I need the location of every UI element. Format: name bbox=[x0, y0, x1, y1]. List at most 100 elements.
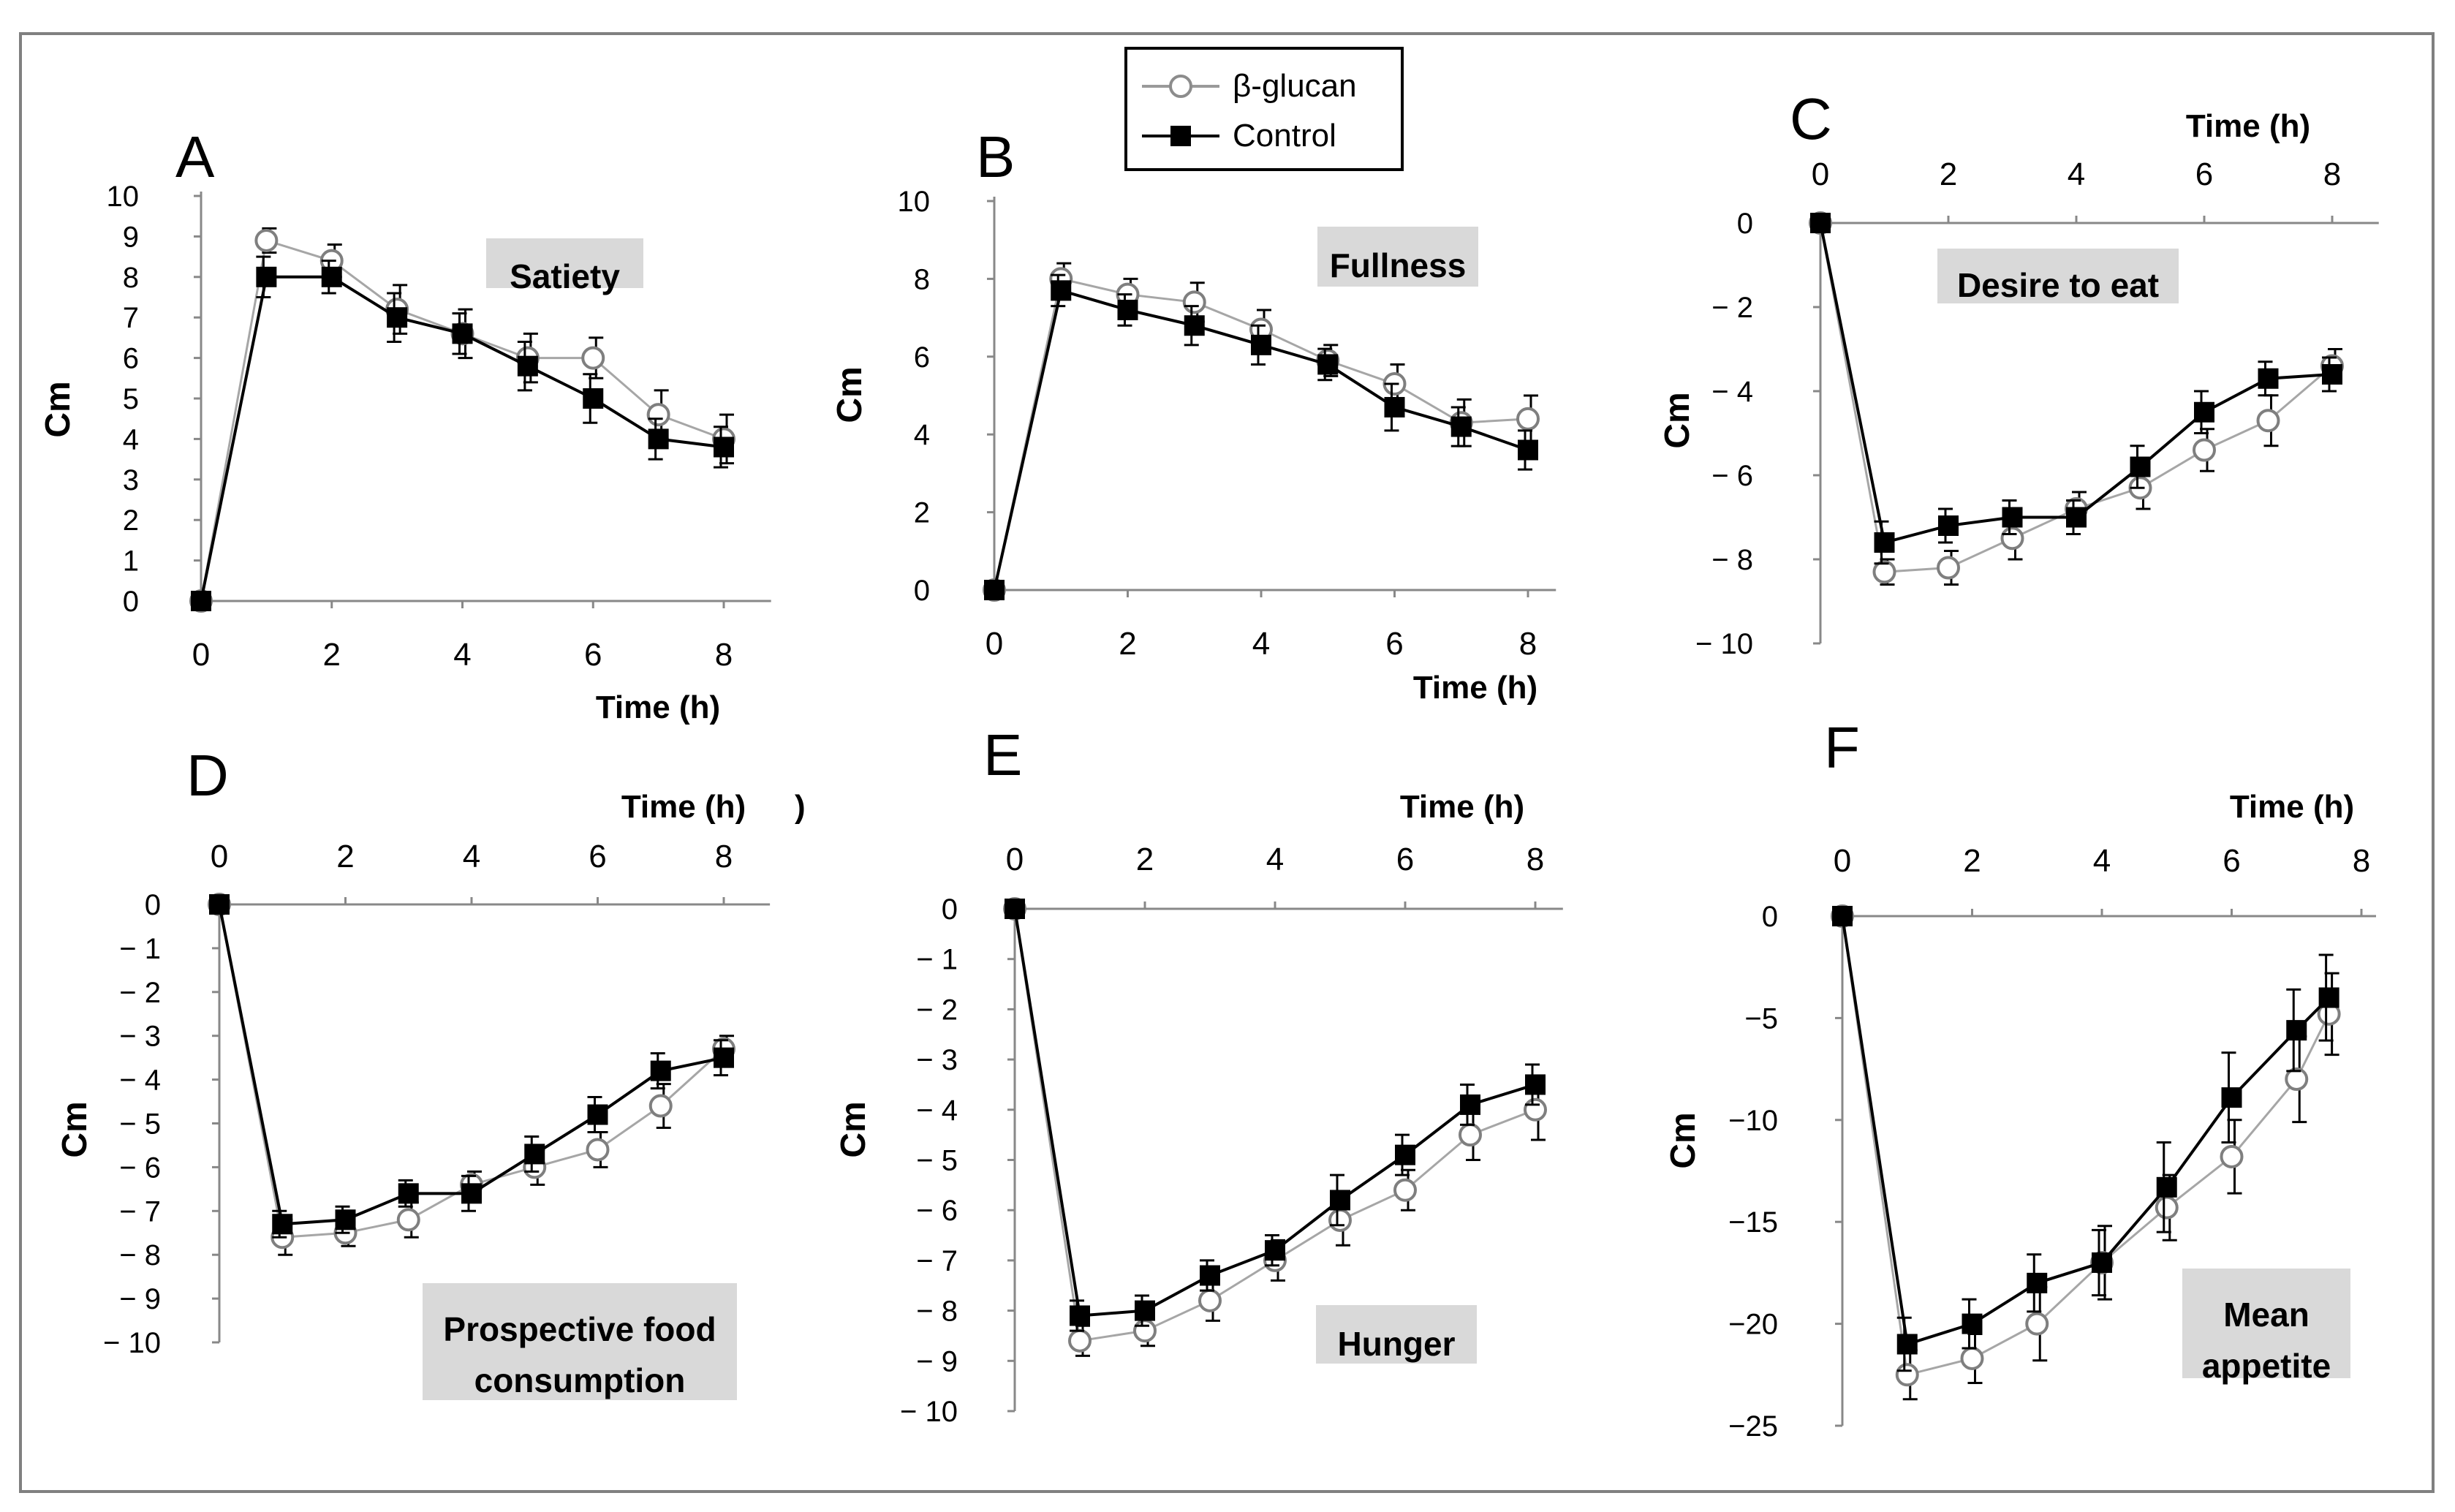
panel-c-xtick-label: 8 bbox=[2323, 156, 2341, 192]
panel-f-xtick-label: 2 bbox=[1963, 843, 1981, 879]
panel-b-title-box bbox=[1317, 227, 1478, 287]
panel-e-beta-glucan-point bbox=[1328, 1208, 1352, 1232]
panel-b-control-point bbox=[1518, 439, 1538, 461]
panel-c-beta-glucan-point bbox=[2256, 409, 2280, 433]
panel-d-control-point bbox=[587, 1104, 608, 1125]
panel-e-title-box bbox=[1316, 1305, 1477, 1364]
panel-c-beta-glucan-point bbox=[1872, 560, 1896, 584]
panel-b-ytick-label: 0 bbox=[914, 575, 930, 607]
panel-e-beta-glucan-point bbox=[1524, 1097, 1547, 1122]
panel-e-control-point bbox=[1525, 1074, 1546, 1095]
panel-d-beta-glucan-point bbox=[586, 1138, 610, 1162]
panel-f-control-point bbox=[1962, 1313, 1983, 1334]
panel-a-title: Satiety bbox=[510, 257, 620, 295]
panel-a-beta-glucan-point bbox=[646, 403, 670, 427]
panel-f-xtick-label: 6 bbox=[2223, 843, 2240, 879]
panel-c-control-point bbox=[2194, 401, 2214, 423]
panel-d-beta-glucan-point bbox=[648, 1094, 673, 1118]
panel-d-control-point bbox=[272, 1214, 293, 1235]
panel-d-control-point bbox=[209, 894, 230, 915]
panel-d-control-point bbox=[398, 1183, 419, 1204]
panel-d-title: Prospective food bbox=[443, 1310, 716, 1348]
panel-e-ytick-label: − 9 bbox=[916, 1345, 958, 1377]
panel-c-beta-glucan-point bbox=[1937, 556, 1960, 580]
panel-c-control-point bbox=[2322, 364, 2342, 385]
panel-a-title-box bbox=[486, 238, 643, 288]
panel-a-control-point bbox=[387, 307, 408, 328]
panel-b-beta-glucan-point bbox=[1182, 290, 1206, 314]
legend-marker-beta-glucan bbox=[1169, 75, 1192, 98]
panel-a-control-point bbox=[191, 591, 211, 611]
panel-e-ytick-label: − 5 bbox=[916, 1145, 958, 1177]
panel-d-xtick-label: 8 bbox=[715, 839, 733, 874]
panel-f-control-point bbox=[2156, 1176, 2177, 1198]
panel-b-control-point bbox=[1184, 315, 1205, 336]
legend-label-beta-glucan: β-glucan bbox=[1233, 68, 1357, 104]
panel-f-x-axis-title: Time (h) bbox=[2230, 789, 2354, 825]
panel-c-control-point bbox=[2130, 456, 2151, 477]
panel-d-control-point bbox=[650, 1060, 671, 1081]
panel-a-x-axis-title: Time (h) bbox=[596, 689, 720, 725]
panel-f-control-point bbox=[2092, 1252, 2112, 1273]
panel-f-ytick-label: −25 bbox=[1728, 1410, 1778, 1443]
panel-a-xtick-label: 4 bbox=[453, 637, 471, 673]
panel-d-control-point bbox=[335, 1209, 356, 1231]
panel-a-control-point bbox=[256, 266, 277, 287]
panel-d-title-box bbox=[423, 1283, 737, 1400]
panel-b-title: Fullness bbox=[1330, 246, 1467, 284]
panel-a: A 0 1 2 3 4 5 6 7 8 9 10 0 2 4 6 8 Time (h) Cm Satiety bbox=[39, 124, 771, 725]
panel-d-ytick-label: − 10 bbox=[103, 1327, 161, 1359]
panel-d-ytick-label: − 4 bbox=[119, 1065, 161, 1097]
panel-c: C 0 − 2 − 4 − 6 − 8 − 10 0 2 4 6 8 Time (h) Cm Desire … bbox=[1658, 86, 2379, 660]
legend-marker-control bbox=[1170, 126, 1191, 146]
panel-e-xtick-label: 6 bbox=[1396, 842, 1414, 877]
panel-c-beta-glucan-point bbox=[2000, 526, 2024, 551]
panel-e-control-point bbox=[1330, 1190, 1350, 1211]
panel-e: E 0 − 1 − 2 − 3 − 4 − 5 − 6 − 7 − 8 − 9 − 10 0 2 4 6 8Ti… bbox=[834, 722, 1563, 1428]
panel-c-beta-glucan-point bbox=[2193, 438, 2216, 462]
panel-e-ytick-label: − 4 bbox=[916, 1095, 958, 1127]
panel-d-xtick-label: 2 bbox=[336, 839, 354, 874]
panel-b-beta-glucan-point bbox=[1516, 407, 1540, 431]
panel-d-letter: D bbox=[186, 743, 229, 808]
panel-e-beta-glucan-point bbox=[1459, 1123, 1482, 1147]
panel-d-ytick-label: 0 bbox=[145, 889, 161, 921]
panel-a-xtick-label: 8 bbox=[715, 637, 733, 673]
panel-c-ytick-label: 0 bbox=[1737, 208, 1753, 240]
panel-a-control-point bbox=[517, 355, 538, 377]
panel-b-control-point bbox=[984, 580, 1005, 600]
panel-d-xtick-label: 4 bbox=[463, 839, 480, 874]
panel-f-ytick-label: −20 bbox=[1728, 1309, 1778, 1341]
panel-b-control-point bbox=[1317, 354, 1339, 375]
panel-b-ytick-label: 10 bbox=[898, 186, 931, 218]
panel-f-control-point bbox=[2221, 1087, 2242, 1108]
panel-e-letter: E bbox=[983, 722, 1022, 787]
panel-f-beta-glucan-point bbox=[1960, 1346, 1984, 1370]
panel-f-control-point bbox=[2286, 1020, 2307, 1041]
panel-b-control-point bbox=[1051, 280, 1072, 301]
panel-d-ytick-label: − 8 bbox=[119, 1239, 161, 1271]
panel-b-ytick-label: 6 bbox=[914, 341, 930, 374]
panel-a-xtick-label: 2 bbox=[323, 637, 341, 673]
panel-d: D 0 − 1 − 2 − 3 − 4 − 5 − 6 − 7 − 8 − 9 − 10 0 2 4 6 8 Ti… bbox=[56, 743, 806, 1400]
panel-c-control-point bbox=[1938, 515, 1959, 536]
panel-d-ytick-label: − 3 bbox=[119, 1021, 161, 1053]
panel-f-control-point bbox=[1896, 1334, 1918, 1355]
panel-b-x-axis-title: Time (h) bbox=[1413, 670, 1537, 706]
panel-a-beta-glucan-point bbox=[581, 346, 605, 370]
panel-e-beta-glucan-point bbox=[1198, 1288, 1222, 1312]
panel-a-ytick-label: 6 bbox=[123, 343, 139, 375]
panel-f-beta-glucan-point bbox=[2220, 1144, 2244, 1168]
panel-d-ytick-label: − 1 bbox=[119, 933, 161, 965]
panel-c-control-point bbox=[2066, 507, 2087, 528]
panel-c-control-point bbox=[1874, 532, 1895, 553]
panel-d-control-point bbox=[524, 1144, 545, 1165]
panel-d-x-axis-title-extra: ) bbox=[795, 789, 806, 825]
panel-e-xtick-label: 8 bbox=[1527, 842, 1544, 877]
panel-e-ytick-label: − 6 bbox=[916, 1195, 958, 1227]
panel-c-x-axis-title: Time (h) bbox=[2186, 108, 2310, 144]
panel-e-ytick-label: 0 bbox=[942, 893, 958, 926]
panel-b: B 0 2 4 6 8 10 0 2 4 6 8 Time (h) Cm Fullness bbox=[831, 124, 1556, 706]
panel-a-control-point bbox=[714, 436, 734, 458]
